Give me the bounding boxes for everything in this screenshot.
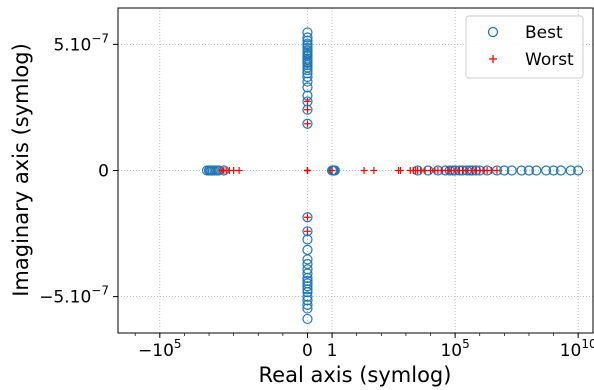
x-tick-label: 0: [302, 341, 313, 361]
best-point: [302, 96, 313, 107]
best-point: [302, 27, 313, 38]
legend-label-worst: Worst: [525, 50, 574, 70]
legend-marker-worst: [489, 55, 497, 63]
y-axis-label: Imaginary axis (symlog): [9, 43, 33, 297]
x-axis-label: Real axis (symlog): [259, 363, 452, 387]
best-point: [302, 68, 313, 79]
best-point: [573, 165, 584, 176]
legend-label-best: Best: [525, 23, 563, 43]
best-point: [302, 35, 313, 46]
best-point: [302, 42, 313, 54]
worst-point: [328, 167, 336, 174]
best-point: [302, 32, 313, 43]
best-point: [302, 244, 313, 255]
y-axis: 5.10−7 0 −5.10−7: [39, 31, 118, 308]
best-point: [302, 268, 313, 279]
best-point: [302, 299, 313, 310]
best-point: [523, 165, 535, 176]
best-point: [302, 272, 313, 284]
best-point: [506, 165, 517, 176]
worst-point: [396, 167, 404, 174]
worst-point: [493, 167, 501, 174]
best-point: [302, 104, 313, 115]
worst-point: [303, 97, 311, 105]
best-point: [302, 281, 313, 292]
legend: Best Worst: [465, 15, 584, 79]
best-point: [548, 165, 559, 176]
best-point: [302, 303, 313, 314]
best-point: [302, 118, 313, 129]
worst-point: [370, 167, 378, 174]
series-worst: [218, 97, 501, 235]
best-point: [302, 284, 313, 295]
best-point: [302, 226, 313, 237]
legend-marker-best: [487, 26, 499, 38]
best-point: [516, 165, 527, 176]
x-tick-label: 1: [327, 341, 338, 361]
best-point: [302, 212, 313, 223]
best-point: [302, 234, 313, 245]
best-point: [565, 165, 576, 176]
best-point: [302, 71, 313, 83]
worst-point: [303, 227, 311, 235]
y-tick-label: 0: [98, 162, 109, 182]
best-point: [302, 313, 313, 325]
best-point: [531, 165, 542, 176]
worst-point: [303, 106, 311, 114]
best-point: [302, 295, 313, 306]
best-point: [302, 65, 313, 76]
best-point: [302, 291, 313, 302]
worst-point: [303, 213, 311, 221]
worst-point: [360, 167, 368, 174]
best-point: [302, 82, 313, 93]
x-tick-label: −105: [138, 337, 182, 361]
worst-point: [235, 167, 243, 174]
best-point: [302, 287, 313, 298]
x-axis: −105 0 1 105 1010: [138, 333, 594, 361]
worst-point: [303, 120, 311, 128]
best-point: [541, 165, 552, 176]
legend-box: [465, 15, 584, 79]
worst-point: [303, 167, 311, 174]
y-tick-label: −5.10−7: [39, 284, 109, 308]
x-tick-label: 1010: [560, 337, 594, 361]
x-tick-label: 105: [440, 337, 469, 361]
best-point: [302, 76, 313, 87]
y-tick-label: 5.10−7: [53, 31, 109, 55]
best-point: [302, 254, 313, 265]
best-point: [555, 165, 567, 176]
